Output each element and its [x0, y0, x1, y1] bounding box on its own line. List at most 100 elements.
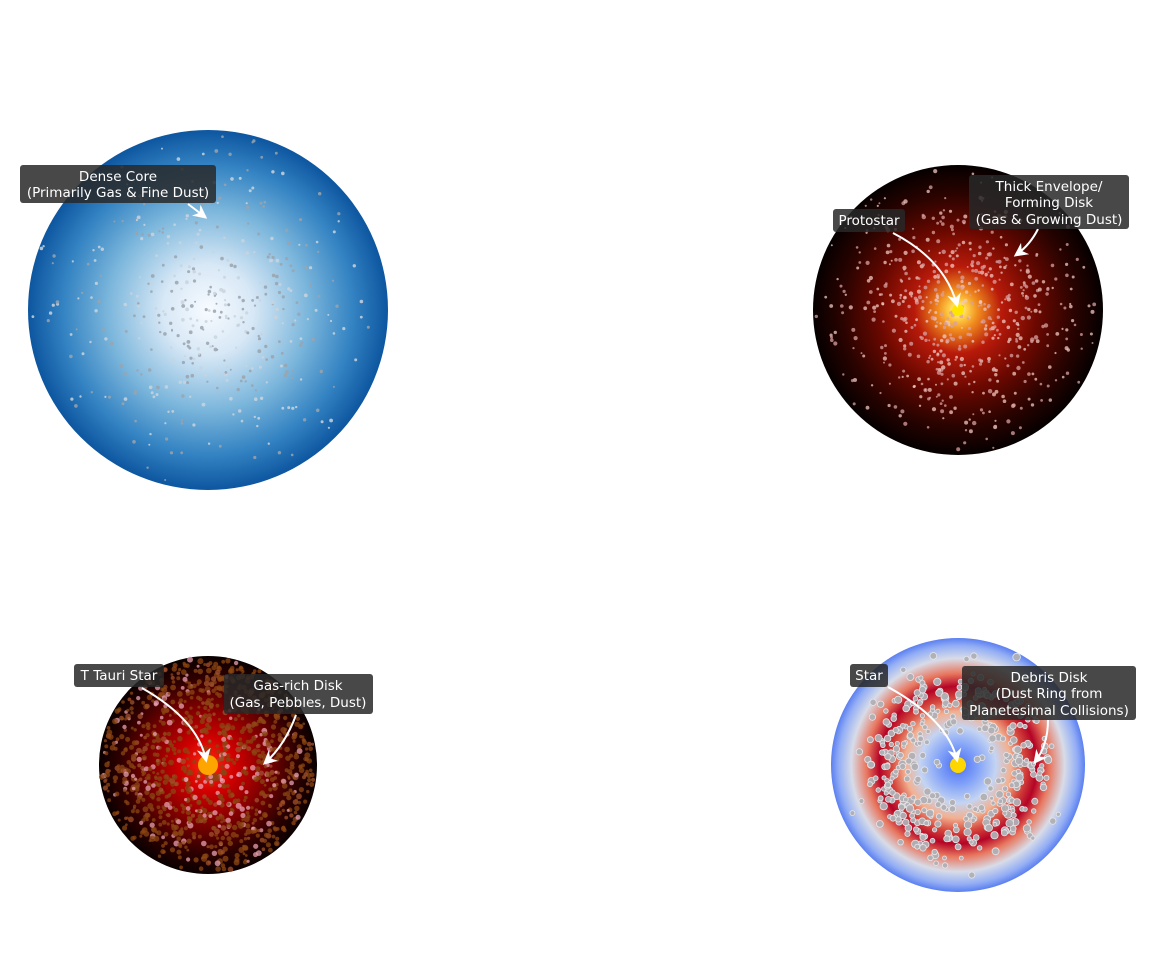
- particle: [69, 354, 73, 359]
- particle: [244, 854, 248, 857]
- particle: [941, 365, 946, 370]
- particle: [267, 828, 273, 833]
- particle: [259, 201, 263, 205]
- particle: [169, 743, 174, 748]
- particle: [229, 736, 234, 741]
- particle: [973, 380, 976, 384]
- particle: [299, 218, 303, 222]
- particle: [939, 349, 943, 353]
- particle: [187, 719, 193, 725]
- particle: [883, 361, 885, 364]
- particle: [139, 834, 143, 838]
- particle: [1027, 344, 1030, 347]
- particle: [884, 282, 888, 286]
- particle: [257, 669, 262, 674]
- particle: [245, 202, 248, 205]
- particle: [259, 816, 264, 821]
- particle: [241, 375, 246, 379]
- particle: [224, 763, 230, 769]
- particle: [113, 220, 116, 223]
- particle: [136, 756, 142, 763]
- particle: [208, 814, 213, 818]
- particle: [270, 236, 274, 241]
- particle: [123, 747, 128, 753]
- particle: [193, 857, 199, 863]
- particle: [158, 230, 161, 233]
- particle: [180, 827, 184, 831]
- particle: [909, 812, 915, 819]
- particle: [991, 336, 995, 340]
- particle: [928, 356, 931, 359]
- particle: [876, 287, 880, 291]
- particle: [289, 761, 295, 767]
- particle: [223, 183, 227, 187]
- particle: [162, 779, 168, 785]
- particle: [970, 262, 974, 267]
- particle: [196, 774, 201, 778]
- particle: [894, 314, 898, 318]
- particle: [187, 821, 191, 825]
- particle: [184, 717, 188, 721]
- particle: [977, 251, 982, 256]
- particle: [836, 277, 839, 281]
- particle: [263, 832, 269, 838]
- particle: [999, 265, 1002, 269]
- particle: [952, 826, 960, 834]
- particle: [882, 718, 890, 726]
- particle: [927, 377, 930, 381]
- particle: [217, 717, 221, 721]
- particle: [161, 761, 167, 768]
- particle: [992, 807, 999, 815]
- particle: [983, 327, 988, 331]
- particle: [918, 675, 924, 681]
- particle: [123, 728, 128, 732]
- particle: [162, 850, 166, 854]
- particle: [217, 269, 220, 272]
- particle: [192, 759, 197, 764]
- particle: [950, 263, 955, 268]
- particle: [226, 258, 230, 262]
- particle: [250, 829, 256, 834]
- particle: [147, 766, 153, 772]
- particle: [1010, 812, 1017, 819]
- particle: [219, 310, 223, 314]
- particle: [89, 340, 92, 344]
- particle: [189, 804, 193, 807]
- particle: [258, 365, 262, 369]
- particle: [192, 270, 196, 274]
- particle: [207, 739, 212, 744]
- particle: [890, 715, 897, 722]
- particle: [891, 328, 897, 333]
- particle: [242, 321, 245, 324]
- particle: [332, 332, 336, 335]
- particle: [246, 331, 250, 335]
- particle: [187, 270, 191, 274]
- particle: [1017, 345, 1022, 349]
- particle: [887, 729, 896, 737]
- particle: [1054, 351, 1057, 355]
- particle: [133, 314, 136, 318]
- particle: [289, 340, 293, 343]
- particle: [163, 684, 168, 690]
- particle: [894, 258, 898, 262]
- particle: [1034, 279, 1039, 283]
- particle: [222, 855, 229, 862]
- particle: [107, 798, 111, 803]
- particle: [966, 332, 970, 336]
- particle: [888, 741, 894, 748]
- particle: [185, 780, 191, 786]
- particle: [1024, 306, 1028, 310]
- particle: [222, 770, 228, 776]
- particle: [988, 734, 997, 743]
- particle: [163, 312, 167, 316]
- particle: [169, 451, 174, 455]
- particle: [236, 798, 241, 803]
- particle: [289, 289, 293, 292]
- particle: [222, 818, 227, 823]
- particle: [985, 274, 987, 277]
- particle: [133, 391, 137, 395]
- particle: [271, 255, 275, 260]
- particle: [978, 245, 982, 249]
- particle: [352, 264, 356, 268]
- particle: [937, 300, 940, 303]
